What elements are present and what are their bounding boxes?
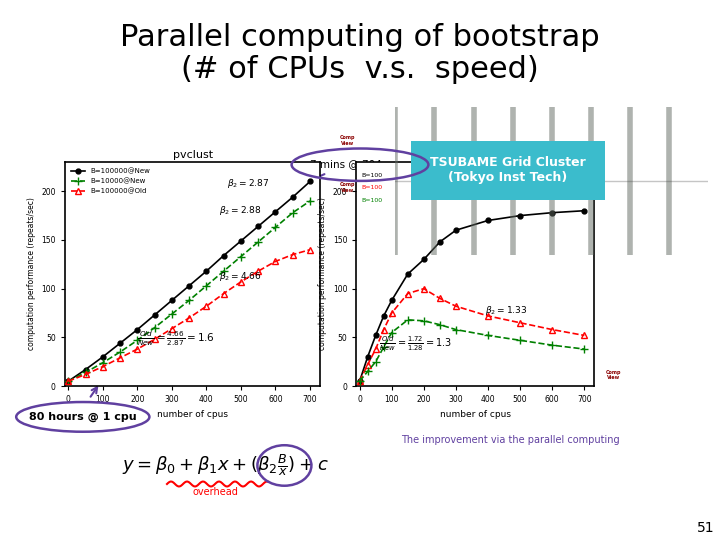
Text: $\frac{Old}{New} = \frac{1.72}{1.28} = 1.3$: $\frac{Old}{New} = \frac{1.72}{1.28} = 1… <box>379 335 451 353</box>
B=100000@Old <box>64 378 73 384</box>
B=100000@New <box>64 378 73 384</box>
B=100000@New <box>306 178 315 185</box>
Text: overhead: overhead <box>192 487 238 497</box>
Line: B=100000@New: B=100000@New <box>66 179 312 383</box>
B=10000@New <box>99 360 107 366</box>
B=10000@New <box>202 282 211 289</box>
Text: $\beta_2=4.66$: $\beta_2=4.66$ <box>218 270 261 283</box>
Text: 7 mins @ 704 cpus: 7 mins @ 704 cpus <box>310 160 410 170</box>
B=10000@New <box>133 337 142 343</box>
B=100000@New <box>150 312 159 318</box>
B=10000@New <box>306 198 315 204</box>
B=100000@New <box>81 366 90 373</box>
Text: (# of CPUs  v.s.  speed): (# of CPUs v.s. speed) <box>181 55 539 84</box>
B=100000@Old <box>81 371 90 377</box>
B=100000@Old <box>306 246 315 253</box>
B=100000@Old <box>133 346 142 352</box>
B=10000@New <box>116 349 125 355</box>
B=10000@New <box>185 297 194 303</box>
X-axis label: number of cpus: number of cpus <box>440 410 510 418</box>
B=100000@Old <box>150 336 159 342</box>
B=100000@New <box>116 340 125 347</box>
B=100000@New <box>202 268 211 274</box>
Text: The improvement via the parallel computing: The improvement via the parallel computi… <box>401 435 619 445</box>
B=10000@New <box>220 268 228 274</box>
Text: $\beta_2=1.33$: $\beta_2=1.33$ <box>485 304 527 317</box>
Line: B=100000@Old: B=100000@Old <box>66 247 312 384</box>
B=10000@New <box>81 369 90 376</box>
Text: Comp
View: Comp View <box>606 369 621 380</box>
Text: B=100: B=100 <box>361 185 382 190</box>
B=100000@New <box>271 208 280 215</box>
B=100000@Old <box>254 268 263 274</box>
B=10000@New <box>64 378 73 384</box>
Text: $y = \beta_0 + \beta_1 x + (\beta_2\frac{B}{x}) + c$: $y = \beta_0 + \beta_1 x + (\beta_2\frac… <box>122 452 328 478</box>
B=100000@Old <box>185 315 194 321</box>
B=100000@New <box>220 252 228 259</box>
Text: 51: 51 <box>697 521 715 535</box>
B=100000@Old <box>271 258 280 265</box>
Y-axis label: computation performance (repeats/sec): computation performance (repeats/sec) <box>27 198 36 350</box>
B=100000@New <box>254 223 263 230</box>
Text: B=100: B=100 <box>361 198 382 203</box>
Text: Parallel computing of bootstrap: Parallel computing of bootstrap <box>120 24 600 52</box>
Text: $\beta_2=2.87$: $\beta_2=2.87$ <box>227 177 269 191</box>
Text: $\beta_2=2.88$: $\beta_2=2.88$ <box>218 204 261 217</box>
Text: 80 hours @ 1 cpu: 80 hours @ 1 cpu <box>30 412 137 422</box>
Text: Comp
View: Comp View <box>340 183 355 193</box>
B=100000@Old <box>237 279 246 285</box>
B=10000@New <box>254 239 263 245</box>
B=100000@New <box>185 282 194 289</box>
Text: B=100: B=100 <box>361 173 382 178</box>
B=100000@Old <box>202 303 211 309</box>
B=100000@New <box>237 238 246 244</box>
B=10000@New <box>237 253 246 260</box>
B=100000@Old <box>220 291 228 297</box>
Text: $\frac{Old}{New} = \frac{4.66}{2.87} = 1.6$: $\frac{Old}{New} = \frac{4.66}{2.87} = 1… <box>138 330 215 348</box>
B=10000@New <box>289 210 297 216</box>
B=10000@New <box>168 310 176 317</box>
Text: Comp
View: Comp View <box>340 136 355 146</box>
B=100000@Old <box>99 363 107 370</box>
B=100000@Old <box>289 251 297 258</box>
Line: B=10000@New: B=10000@New <box>64 197 314 386</box>
Y-axis label: computation performance (repeats/sec): computation performance (repeats/sec) <box>318 198 328 350</box>
B=100000@New <box>168 297 176 303</box>
B=100000@Old <box>116 355 125 361</box>
X-axis label: number of cpus: number of cpus <box>157 410 228 418</box>
B=100000@Old <box>168 326 176 332</box>
B=10000@New <box>150 325 159 331</box>
B=10000@New <box>271 224 280 231</box>
B=100000@New <box>133 326 142 333</box>
Title: pvclust: pvclust <box>173 150 212 160</box>
B=100000@New <box>99 354 107 360</box>
B=100000@New <box>289 194 297 200</box>
Text: TSUBAME Grid Cluster
(Tokyo Inst Tech): TSUBAME Grid Cluster (Tokyo Inst Tech) <box>430 156 586 184</box>
FancyBboxPatch shape <box>411 141 605 200</box>
Legend: B=100000@New, B=10000@New, B=100000@Old: B=100000@New, B=10000@New, B=100000@Old <box>68 165 153 198</box>
